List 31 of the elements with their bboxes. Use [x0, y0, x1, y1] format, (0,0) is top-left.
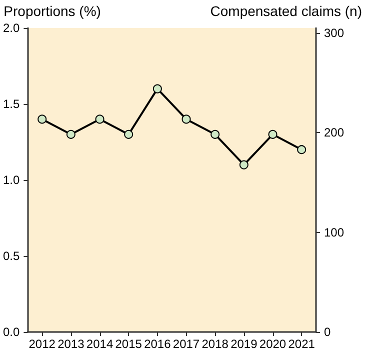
y-tick-label: 0.0 — [2, 325, 20, 339]
x-tick-label: 2016 — [144, 337, 172, 350]
y-tick-label: 0.5 — [2, 249, 20, 263]
point — [297, 145, 306, 154]
x-tick-label: 2018 — [202, 337, 229, 350]
x-tick-label: 2014 — [86, 337, 114, 350]
point — [66, 130, 76, 139]
y-axis-title: Proportions (%) — [4, 3, 101, 19]
y2-tick-label: 300 — [324, 26, 344, 40]
point — [152, 84, 162, 94]
x-tick-label: 2013 — [58, 337, 85, 350]
y-tick-label: 2.0 — [2, 21, 20, 35]
y-tick-label: 1.0 — [2, 173, 20, 187]
point — [38, 114, 47, 124]
x-tick-label: 2019 — [230, 337, 258, 350]
point — [268, 130, 278, 139]
x-tick-label: 2015 — [115, 337, 142, 350]
y2-axis-title: Compensated claims (n) — [210, 3, 362, 19]
point — [182, 114, 191, 124]
point — [210, 130, 220, 139]
point — [239, 160, 248, 170]
y2-tick-label: 200 — [324, 126, 344, 140]
x-tick-label: 2017 — [172, 337, 200, 350]
y-tick-label: 1.5 — [2, 97, 20, 111]
y2-tick-label: 100 — [324, 225, 344, 240]
x-tick-label: 2020 — [259, 337, 286, 350]
y2-tick-label: 0 — [324, 325, 331, 339]
point — [95, 114, 104, 124]
point — [124, 130, 134, 139]
x-tick-label: 2021 — [288, 337, 316, 350]
x-tick-label: 2012 — [28, 337, 56, 350]
